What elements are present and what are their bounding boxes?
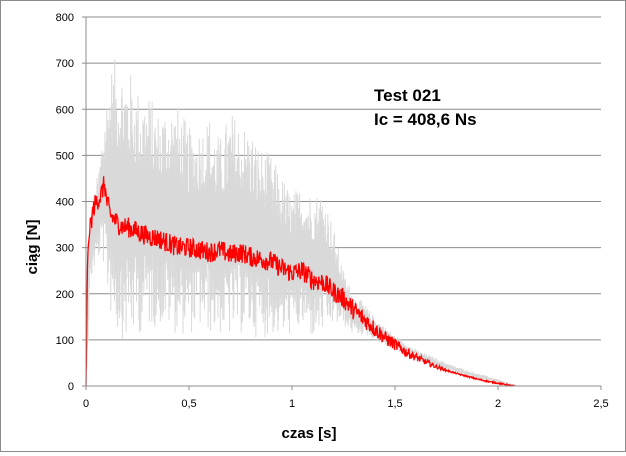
x-tick-label: 1: [289, 398, 295, 410]
y-tick-label: 700: [56, 58, 74, 70]
x-tick-label: 2: [495, 398, 501, 410]
y-axis-title: ciąg [N]: [24, 219, 41, 274]
y-tick-label: 200: [56, 289, 74, 301]
tick-labels: 0 100 200 300 400 500 600 700 800 0 0,5 1 1,5 2 2,5: [56, 12, 609, 410]
y-tick-label: 400: [56, 197, 74, 209]
axes: [82, 16, 602, 390]
y-tick-label: 800: [56, 12, 74, 24]
x-tick-label: 1,5: [387, 398, 402, 410]
x-axis-title: czas [s]: [281, 425, 336, 442]
x-tick-label: 0,5: [181, 398, 196, 410]
y-tick-label: 600: [56, 104, 74, 116]
x-tick-label: 0: [83, 398, 89, 410]
y-tick-label: 100: [56, 335, 74, 347]
y-tick-label: 300: [56, 243, 74, 255]
annotation-test-id: Test 021: [374, 86, 441, 105]
annotation-total-impulse: Ic = 408,6 Ns: [374, 110, 477, 129]
y-tick-label: 500: [56, 150, 74, 162]
y-tick-label: 0: [68, 381, 74, 393]
filtered-thrust-line: [85, 176, 515, 387]
x-tick-label: 2,5: [593, 398, 608, 410]
filtered-thrust-series: [85, 176, 515, 387]
raw-thrust-band: [85, 59, 515, 387]
raw-thrust-line: [85, 59, 515, 387]
